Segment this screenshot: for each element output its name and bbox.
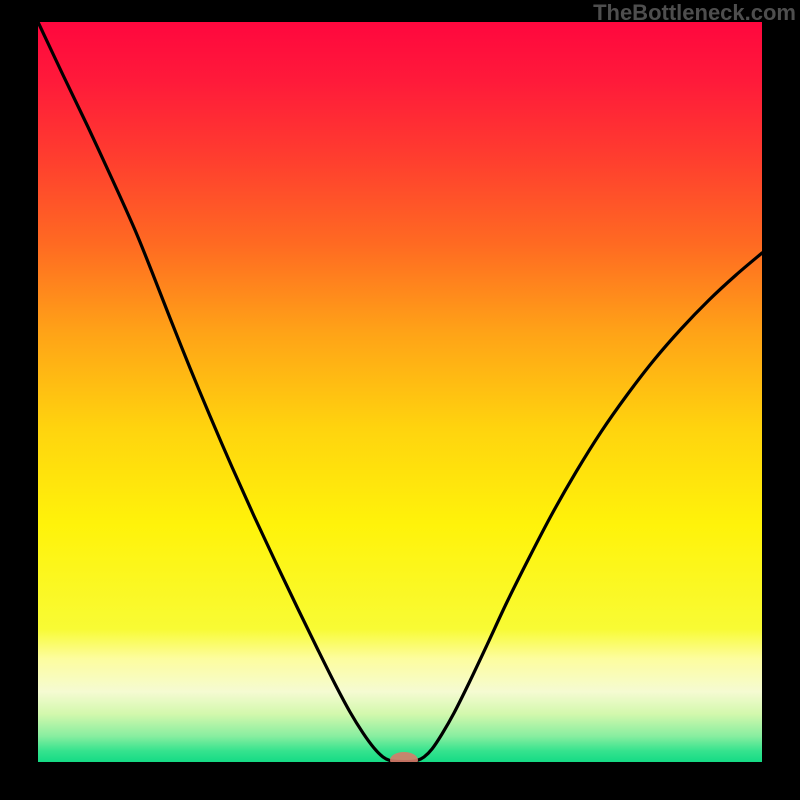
plot-background (38, 22, 762, 762)
chart-stage: TheBottleneck.com (0, 0, 800, 800)
bottleneck-plot (0, 0, 800, 800)
watermark-text: TheBottleneck.com (593, 0, 796, 26)
